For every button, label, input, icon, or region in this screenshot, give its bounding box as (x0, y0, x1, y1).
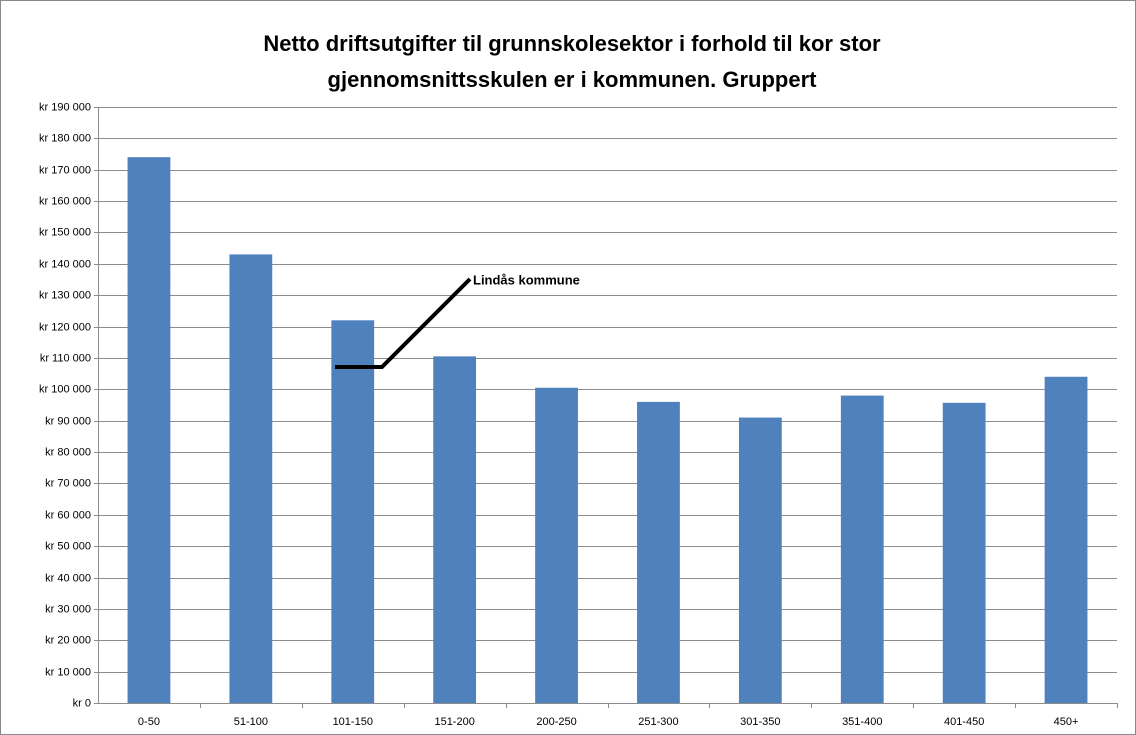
bar (738, 417, 782, 703)
bar (840, 395, 884, 703)
y-tick-label: kr 190 000 (39, 101, 91, 113)
y-tick-label: kr 150 000 (39, 226, 91, 238)
y-tick-label: kr 120 000 (39, 321, 91, 333)
y-tick-label: kr 20 000 (45, 634, 91, 646)
y-tick-label: kr 160 000 (39, 195, 91, 207)
x-tick-label: 301-350 (740, 716, 780, 728)
x-tick-label: 200-250 (536, 716, 576, 728)
y-tick-label: kr 10 000 (45, 666, 91, 678)
y-tick-label: kr 60 000 (45, 509, 91, 521)
chart-title: Netto driftsutgifter til grunnskolesekto… (263, 31, 881, 92)
annotation-line (335, 277, 472, 369)
y-tick-label: kr 70 000 (45, 477, 91, 489)
y-tick-label: kr 80 000 (45, 446, 91, 458)
y-tick-label: kr 180 000 (39, 132, 91, 144)
x-tick-label: 401-450 (944, 716, 984, 728)
x-tick-label: 251-300 (638, 716, 678, 728)
bar (127, 157, 171, 704)
y-tick-label: kr 40 000 (45, 572, 91, 584)
y-tick-label: kr 90 000 (45, 415, 91, 427)
y-tick-label: kr 30 000 (45, 603, 91, 615)
bar (535, 387, 578, 703)
x-tick-label: 151-200 (434, 716, 474, 728)
bar (942, 402, 986, 703)
x-tick-label: 101-150 (333, 716, 373, 728)
bar (1044, 376, 1088, 703)
bar (433, 356, 477, 703)
y-tick-label: kr 110 000 (40, 352, 91, 364)
y-tick-label: kr 170 000 (39, 164, 91, 176)
x-tick-label: 450+ (1054, 716, 1079, 728)
bar (637, 401, 680, 703)
y-tick-label: kr 140 000 (39, 258, 91, 270)
x-tick-label: 51-100 (234, 716, 268, 728)
bar (331, 320, 375, 703)
x-tick-label: 351-400 (842, 716, 882, 728)
x-tick-label: 0-50 (138, 716, 160, 728)
annotation: Lindås kommune (473, 272, 580, 287)
y-tick-label: kr 130 000 (39, 289, 91, 301)
y-tick-label: kr 0 (73, 697, 91, 709)
y-tick-label: kr 100 000 (39, 383, 91, 395)
bar (229, 254, 273, 703)
y-tick-label: kr 50 000 (45, 540, 91, 552)
